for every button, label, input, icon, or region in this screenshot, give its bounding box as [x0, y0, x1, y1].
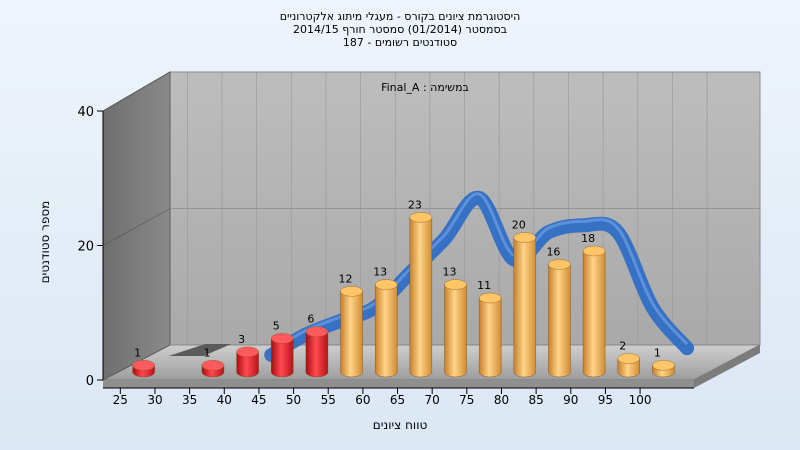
bar-body — [513, 237, 536, 378]
bar — [478, 292, 502, 378]
chart-title: היסטוגרמת ציונים בקורס - מעגלי מיתוג אלק… — [0, 10, 800, 49]
bar — [236, 346, 259, 378]
floor-edge-side — [694, 345, 760, 388]
grid-line-diagonal — [102, 208, 171, 246]
bar — [548, 259, 571, 378]
x-axis-label: טווח ציונים — [372, 418, 428, 432]
bar-top — [652, 360, 675, 371]
bar-body — [548, 264, 571, 378]
bar-top — [617, 353, 640, 364]
data-label: 18 — [581, 232, 595, 245]
left-wall — [102, 71, 171, 381]
x-tick-label: 65 — [390, 393, 405, 407]
bar — [340, 286, 363, 378]
bar-top — [444, 279, 467, 290]
x-tick-label: 70 — [425, 393, 440, 407]
bar — [582, 245, 606, 378]
x-tick-label: 30 — [147, 393, 162, 407]
bar-top — [271, 333, 294, 344]
bar-top — [375, 279, 398, 290]
bar — [617, 353, 640, 378]
bar-body — [582, 250, 606, 378]
x-tick-label: 85 — [528, 393, 543, 407]
bar-body — [478, 297, 502, 378]
y-axis-label: מספר סטודנטים — [38, 200, 52, 284]
data-label: 20 — [512, 219, 526, 232]
data-label: 13 — [373, 266, 387, 279]
x-tick-label: 35 — [182, 393, 197, 407]
bar — [409, 212, 433, 378]
assignment-annotation: במשימה : Final_A — [381, 81, 469, 94]
x-tick-label: 60 — [355, 393, 370, 407]
bar-body — [444, 284, 467, 378]
bar — [271, 333, 294, 378]
bar-body — [236, 351, 259, 378]
bar-top — [236, 346, 259, 358]
x-tick-label: 45 — [251, 393, 266, 407]
x-tick-label: 95 — [598, 393, 613, 407]
bar-top — [582, 245, 606, 257]
bar — [513, 232, 536, 378]
x-tick-label: 90 — [563, 393, 578, 407]
bar — [132, 360, 155, 378]
bar-body — [375, 284, 398, 378]
x-tick-label: 100 — [629, 393, 652, 407]
data-label: 1 — [203, 346, 210, 359]
bar-top — [201, 360, 225, 371]
data-label: 12 — [339, 272, 353, 285]
chart-title-line-1: היסטוגרמת ציונים בקורס - מעגלי מיתוג אלק… — [279, 10, 521, 23]
data-label: 2 — [619, 340, 626, 353]
bar-top — [548, 259, 571, 270]
bar-body — [617, 358, 640, 378]
data-label: 3 — [238, 333, 245, 346]
bar-top — [132, 360, 155, 371]
bar — [201, 360, 225, 378]
data-label: 1 — [654, 346, 661, 359]
chart-title-line-3: סטודנטים רשומים - 187 — [342, 36, 458, 49]
bar-top — [409, 212, 433, 223]
x-tick-label: 75 — [459, 393, 474, 407]
data-label: 23 — [408, 198, 422, 211]
bar — [305, 326, 329, 378]
empty-bin-shadow — [168, 344, 232, 356]
chart-title-line-2: בסמסטר (01/2014) סמסטר חורף 2014/15 — [293, 23, 507, 36]
data-label: 13 — [443, 266, 457, 279]
bar — [652, 360, 675, 378]
bar-top — [305, 326, 329, 337]
data-label: 1 — [134, 346, 141, 359]
bar-top — [478, 292, 502, 304]
x-tick-label: 50 — [286, 393, 301, 407]
bar-body — [305, 331, 329, 378]
bar — [375, 279, 398, 378]
floor-edge — [103, 380, 694, 388]
bar-top — [513, 232, 536, 243]
bar-body — [409, 217, 433, 378]
y-tick-label: 40 — [77, 105, 94, 120]
data-label: 6 — [307, 313, 314, 326]
bar — [444, 279, 467, 378]
bar-body — [271, 338, 294, 378]
x-tick-label: 40 — [217, 393, 232, 407]
bar-top — [340, 286, 363, 297]
data-label: 11 — [477, 279, 491, 292]
grid-line-diagonal — [102, 71, 171, 112]
x-tick-label: 25 — [113, 393, 128, 407]
y-tick-label: 0 — [86, 374, 94, 389]
y-tick-label: 20 — [77, 240, 94, 255]
bar-body — [340, 291, 363, 378]
data-label: 16 — [546, 245, 560, 258]
x-tick-label: 55 — [321, 393, 336, 407]
x-tick-label: 80 — [494, 393, 509, 407]
data-label: 5 — [273, 319, 280, 332]
